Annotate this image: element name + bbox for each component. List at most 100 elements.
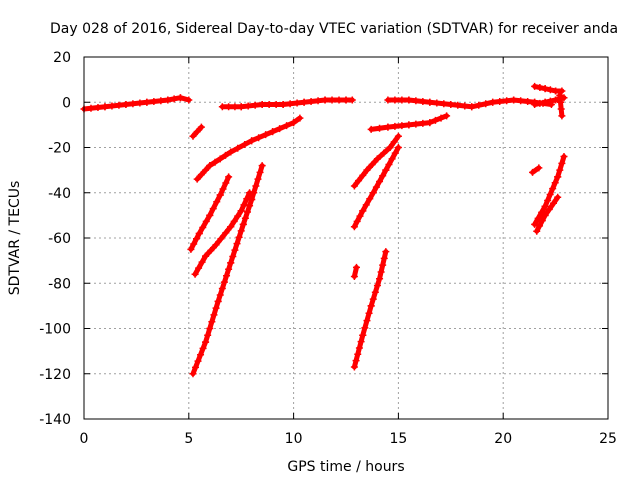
series-arc-j [350, 263, 360, 280]
data-point [541, 211, 549, 219]
data-point [348, 96, 356, 104]
data-point [426, 98, 434, 106]
data-point [194, 357, 202, 365]
data-point [202, 252, 210, 260]
data-point [385, 160, 393, 168]
data-point [234, 212, 242, 220]
data-point [546, 97, 554, 105]
data-point [246, 202, 254, 210]
data-point [240, 201, 248, 209]
data-point [239, 220, 247, 228]
data-point [190, 240, 198, 248]
data-point [218, 285, 226, 293]
x-tick-label: 0 [80, 431, 89, 447]
data-point [373, 282, 381, 290]
data-point [293, 99, 301, 107]
data-point [244, 102, 252, 110]
data-point [556, 98, 564, 106]
data-point [199, 223, 207, 231]
x-tick-label: 20 [494, 431, 512, 447]
data-point [405, 121, 413, 129]
series-arc-m [384, 96, 555, 111]
data-point [419, 119, 427, 127]
data-point [300, 98, 308, 106]
series-arc-b [189, 123, 205, 140]
data-point [207, 246, 215, 254]
data-point [241, 214, 249, 222]
data-point [321, 96, 329, 104]
data-point [382, 248, 390, 256]
data-point [258, 101, 266, 109]
data-point [262, 131, 270, 139]
data-point [510, 96, 518, 104]
data-point [546, 86, 554, 94]
x-tick-label: 15 [389, 431, 407, 447]
x-tick-label: 10 [285, 431, 303, 447]
series-arc-i [350, 144, 402, 231]
data-point [202, 166, 210, 174]
data-point [251, 101, 259, 109]
data-point [353, 217, 361, 225]
data-point [394, 144, 402, 151]
data-point [443, 112, 451, 120]
data-point [419, 97, 427, 105]
data-point [222, 179, 230, 187]
data-point [254, 175, 262, 183]
data-point [376, 177, 384, 185]
data-point [405, 96, 413, 104]
data-point [367, 125, 375, 133]
data-point [558, 87, 566, 95]
data-point [554, 173, 562, 181]
data-point [192, 363, 200, 371]
data-point [384, 96, 392, 104]
x-tick-label: 25 [599, 431, 617, 447]
data-point [108, 102, 116, 110]
series-line [192, 190, 253, 277]
data-point [390, 138, 398, 146]
data-point [536, 222, 544, 230]
data-point [227, 148, 235, 156]
data-point [189, 132, 197, 140]
data-point [376, 124, 384, 132]
y-tick-label: -140 [39, 412, 71, 428]
data-point [199, 344, 207, 352]
series-line [530, 165, 542, 175]
series-arc-n [531, 82, 566, 95]
data-point [546, 191, 554, 199]
data-point [538, 217, 546, 225]
data-point [468, 103, 476, 111]
data-point [371, 288, 379, 296]
data-point [535, 164, 543, 172]
data-point [250, 189, 258, 197]
data-point [237, 207, 245, 215]
data-point [440, 100, 448, 108]
data-point [556, 166, 564, 174]
data-point [533, 227, 541, 235]
data-point [227, 259, 235, 267]
data-point [556, 91, 564, 99]
data-point [359, 171, 367, 179]
data-point [223, 272, 231, 280]
data-point [380, 254, 388, 262]
data-point [554, 193, 562, 201]
data-point [136, 99, 144, 107]
data-point [195, 229, 203, 237]
data-point [355, 344, 363, 352]
data-series [80, 82, 568, 378]
data-point [352, 263, 360, 271]
data-point [386, 144, 394, 151]
data-point [531, 82, 539, 90]
y-tick-label: -100 [39, 322, 71, 338]
data-point [283, 122, 291, 130]
x-tick-label: 5 [184, 431, 193, 447]
data-point [557, 105, 565, 113]
y-tick-label: -60 [48, 231, 71, 247]
data-point [255, 134, 263, 142]
chart-title: Day 028 of 2016, Sidereal Day-to-day VTE… [50, 21, 618, 37]
axis-ticks: 0 5 10 15 20 25 -140 -120 -100 -80 -60 -40 -20 0 20 [39, 50, 617, 447]
data-point [101, 103, 109, 111]
series-arc-p [556, 91, 566, 120]
data-point [366, 195, 374, 203]
data-point [225, 103, 233, 111]
